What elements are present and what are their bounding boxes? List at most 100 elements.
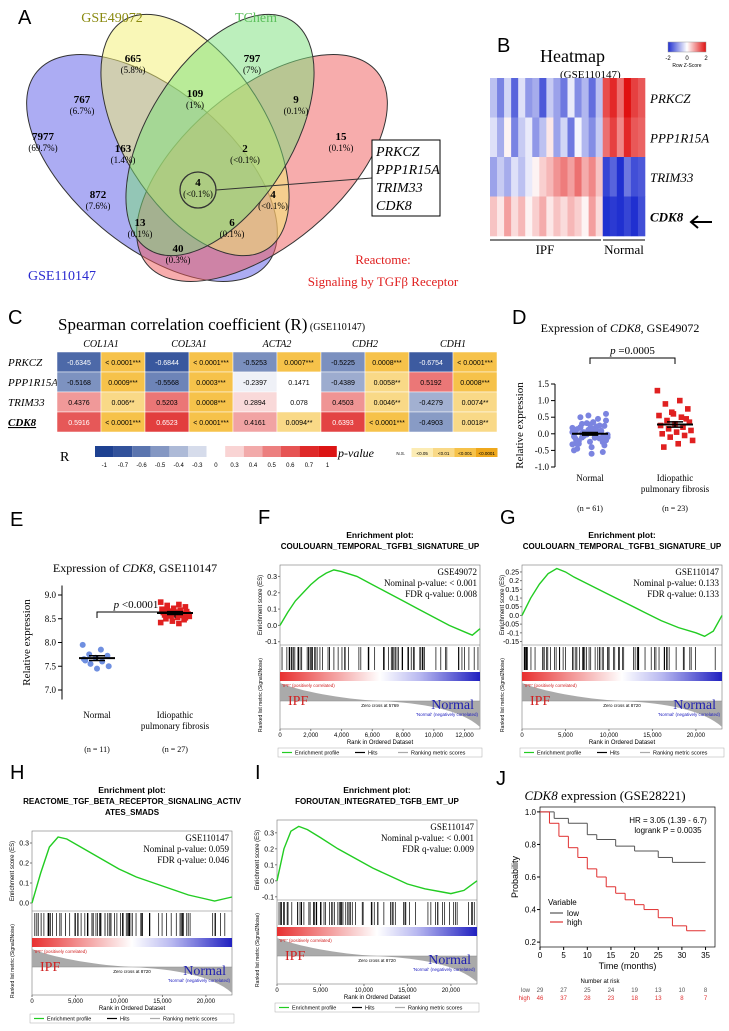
- gsea-geneset: COULOUARN_TEMPORAL_TGFB1_SIGNATURE_UP: [281, 542, 480, 551]
- y-tick-label: 0.6: [525, 873, 537, 882]
- heatmap-cell: [588, 157, 596, 197]
- heatmap-cell: [616, 78, 625, 118]
- y-tick-label: 7.5: [45, 661, 57, 671]
- corr-label: 'IPF' (positively correlated): [524, 683, 577, 688]
- x-axis-label: Rank in Ordered Dataset: [347, 740, 414, 746]
- p-value: 0.0046**: [374, 400, 401, 407]
- legend-label: low: [567, 909, 579, 918]
- data-point: [159, 606, 165, 613]
- row-label: PRKCZ: [7, 357, 43, 369]
- heatmap-cell: [581, 196, 589, 237]
- legend-box: [29, 1013, 235, 1024]
- data-point: [654, 387, 661, 394]
- heatmap-cell: [532, 157, 540, 197]
- p-legend-swatch: [454, 448, 476, 457]
- color-scale: [667, 41, 707, 53]
- heatmap-cell: [546, 117, 554, 158]
- ranking-metric: [277, 938, 477, 982]
- heatmap-cell: [581, 117, 589, 158]
- heatmap-cell: [497, 78, 505, 118]
- phenotype-label: Normal: [183, 964, 226, 979]
- legend-label: Hits: [610, 751, 620, 757]
- r-legend-swatch: [113, 446, 133, 457]
- r-value: -0.6345: [67, 360, 91, 367]
- p-value: 0.0007***: [284, 360, 314, 367]
- data-point: [665, 426, 672, 432]
- data-point: [170, 605, 177, 612]
- region-count: 4: [270, 189, 276, 201]
- y-tick-label: 0.3: [264, 830, 274, 837]
- heatmap-cell: [532, 196, 540, 237]
- heatmap-cell: [511, 157, 519, 197]
- heatmap-cell: [504, 157, 512, 197]
- region-percent: (0.1%): [128, 229, 153, 239]
- heatmap-cell: [490, 117, 498, 158]
- heatmap-cell: [574, 117, 582, 158]
- r-value: -0.5168: [67, 380, 91, 387]
- data-point: [97, 646, 104, 653]
- row-label: CDK8: [8, 417, 37, 429]
- data-point: [569, 441, 576, 448]
- r-legend-swatch: [318, 446, 337, 457]
- y-tick-label: 0.2: [267, 590, 277, 597]
- data-point: [87, 660, 94, 667]
- r-value: 0.2894: [244, 400, 266, 407]
- heatmap-cell: [490, 157, 498, 197]
- r-value: -0.6844: [155, 360, 179, 367]
- hr-text: HR = 3.05 (1.39 - 6.7): [629, 816, 707, 825]
- x-tick-label: 10,000: [600, 733, 619, 739]
- y-tick-label: 0.0: [509, 613, 519, 620]
- region-percent: (<0.1%): [230, 155, 260, 165]
- y-tick-label: 1.5: [538, 379, 550, 389]
- p-legend-swatch: [390, 448, 412, 457]
- error-bar: [667, 421, 683, 428]
- r-value: -0.4903: [419, 420, 443, 427]
- r-value: 0.5203: [156, 400, 178, 407]
- plot-title-part: Expression of: [53, 561, 122, 575]
- p-value: 0.0094**: [286, 420, 313, 427]
- p-value: 0.006**: [112, 400, 135, 407]
- legend-box: [519, 747, 725, 758]
- y-tick-label: 0.2: [509, 578, 519, 585]
- group-label: Idiopathic: [657, 473, 694, 483]
- gsea-stat: FDR q-value: 0.133: [647, 589, 719, 599]
- rank-colorbar: [32, 938, 232, 947]
- x-tick-label: 30: [677, 951, 686, 960]
- data-point: [587, 438, 593, 445]
- x-tick-label: 0: [30, 999, 34, 1005]
- panel-letter: B: [497, 35, 510, 57]
- heatmap-cell: [637, 78, 646, 118]
- x-axis-label: Rank in Ordered Dataset: [99, 1006, 166, 1012]
- y-tick-label: 0.0: [19, 901, 29, 908]
- risk-count: 46: [537, 996, 544, 1002]
- p-legend-label: <0.001: [458, 451, 472, 456]
- heatmap-cell: [497, 157, 505, 197]
- p-annotation-part: p: [113, 599, 120, 611]
- enrichment-curve: [31, 836, 233, 904]
- risk-count: 23: [608, 996, 615, 1002]
- heatmap-title: Heatmap: [540, 46, 605, 66]
- r-legend-label: 0.3: [230, 463, 239, 469]
- y-tick-label: 8.5: [45, 614, 57, 624]
- x-tick-label: 25: [654, 951, 663, 960]
- x-tick-label: 15: [606, 951, 615, 960]
- corr-label: 'Normal' (negatively correlated): [416, 712, 478, 717]
- panel-letter: D: [512, 307, 526, 329]
- rank-colorbar: [277, 927, 477, 936]
- heatmap-cell: [539, 78, 547, 118]
- data-point: [683, 416, 689, 422]
- phenotype-label: Normal: [673, 698, 716, 713]
- r-value: 0.5916: [68, 420, 90, 427]
- data-point: [686, 419, 693, 425]
- heatmap-cell: [595, 117, 604, 158]
- heatmap-cell: [616, 157, 625, 197]
- heatmap-cell: [497, 117, 505, 158]
- p-value: 0.0003***: [196, 380, 226, 387]
- data-point: [169, 618, 176, 624]
- column-header: CDH1: [440, 339, 466, 350]
- data-point: [664, 417, 670, 424]
- x-tick-label: 5,000: [313, 988, 329, 994]
- zero-cross: Zero cross at 8720: [603, 703, 641, 708]
- group-label: Normal: [604, 242, 644, 257]
